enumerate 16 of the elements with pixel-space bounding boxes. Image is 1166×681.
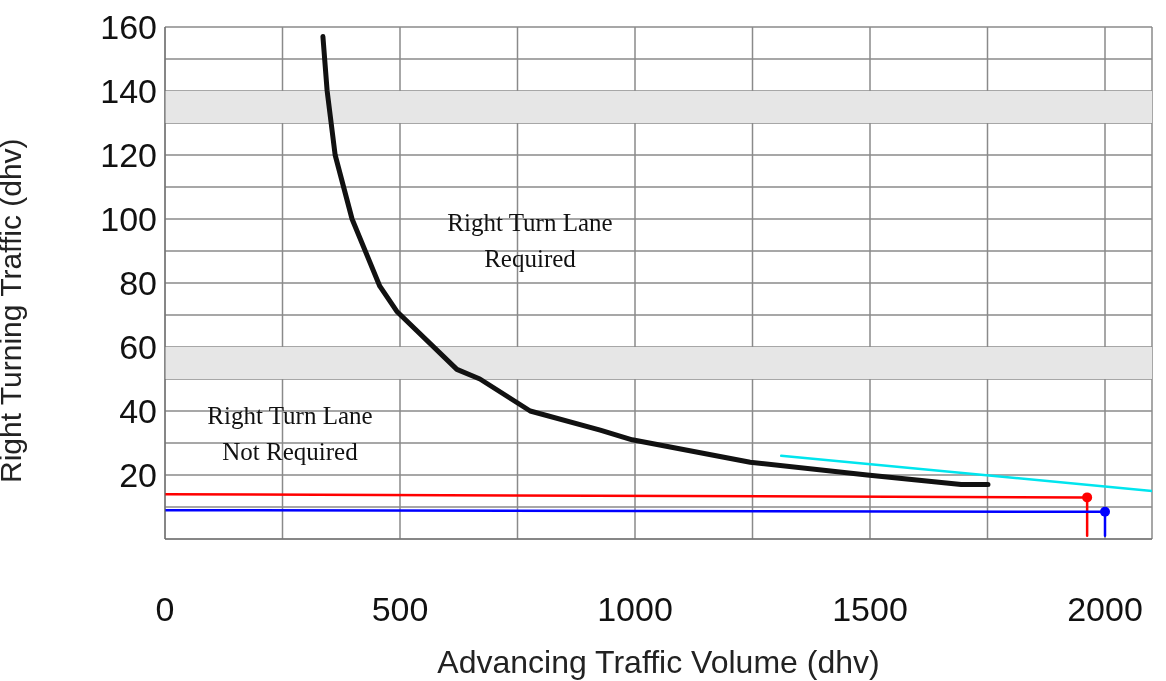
- y-tick-label: 140: [100, 72, 157, 111]
- y-tick-label: 20: [119, 456, 157, 495]
- y-tick-label: 80: [119, 264, 157, 303]
- y-tick-label: 60: [119, 328, 157, 367]
- x-tick-label: 1000: [597, 590, 673, 629]
- x-tick-label: 0: [155, 590, 175, 629]
- y-tick-label: 120: [100, 136, 157, 175]
- y-tick-label: 40: [119, 392, 157, 431]
- x-tick-label: 2000: [1067, 590, 1143, 629]
- annotation: Right Turn Lane Not Required: [207, 401, 373, 467]
- x-tick-label: 1500: [832, 590, 908, 629]
- y-tick-label: 160: [100, 8, 157, 47]
- x-tick-label: 500: [371, 590, 429, 629]
- x-axis-title: Advancing Traffic Volume (dhv): [437, 644, 880, 680]
- annotation: Right Turn Lane Required: [447, 208, 613, 274]
- y-tick-label: 100: [100, 200, 157, 239]
